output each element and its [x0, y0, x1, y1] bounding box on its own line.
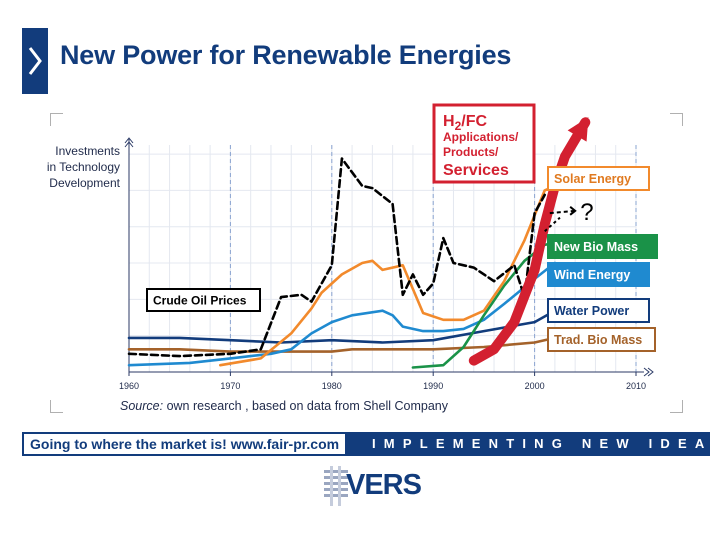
label-h2fc-box	[432, 103, 536, 184]
question-arrow-icon	[569, 206, 577, 216]
label-crude-oil-box	[146, 288, 261, 312]
label-h2fc-line: Products/	[443, 145, 499, 159]
source-note: Source: own research , based on data fro…	[120, 399, 448, 413]
corner-mark	[670, 400, 683, 413]
series-line-h2-fc-applications-products-services	[468, 117, 591, 366]
label-h2fc-title: H2/FC	[443, 113, 487, 133]
corner-mark	[50, 113, 63, 126]
footer-tagline: IMPLEMENTING NEW IDEAS	[372, 436, 720, 451]
x-tick-label: 2010	[626, 381, 646, 391]
label-h2fc-line: Applications/	[443, 130, 519, 144]
label-wind-energy-box	[547, 262, 650, 287]
logo-text: VERS	[346, 469, 422, 501]
label-new-bio-mass-box	[547, 234, 658, 259]
y-axis-label-line: in Technology	[46, 160, 120, 174]
label-water-power: Water Power	[554, 304, 629, 318]
label-h2fc-line: Services	[443, 162, 509, 179]
x-tick-label: 1980	[322, 381, 342, 391]
label-water-power-box	[547, 298, 650, 323]
h2-text: H	[443, 113, 455, 130]
corner-mark	[50, 400, 63, 413]
evers-logo: VERS	[312, 466, 422, 506]
y-axis-arrow-icon	[124, 137, 134, 144]
label-new-bio-mass: New Bio Mass	[554, 240, 638, 254]
logo-mark-icon	[324, 466, 348, 506]
x-axis-arrow-icon	[643, 367, 650, 377]
corner-mark	[670, 113, 683, 126]
fc-text: /FC	[461, 113, 487, 130]
label-trad-bio-mass: Trad. Bio Mass	[554, 333, 642, 347]
x-tick-label: 1970	[220, 381, 240, 391]
label-solar-energy: Solar Energy	[554, 172, 631, 186]
question-mark: ?	[580, 199, 593, 226]
source-text: own research , based on data from Shell …	[163, 399, 448, 413]
series-line-solar-energy	[219, 184, 557, 367]
x-tick-label: 1990	[423, 381, 443, 391]
header-chevron-icon	[22, 28, 48, 94]
x-axis-arrow-icon	[647, 367, 654, 377]
label-crude-oil: Crude Oil Prices	[153, 293, 247, 307]
footer-bar: Going to where the market is! www.fair-p…	[22, 432, 720, 456]
footer-slogan[interactable]: Going to where the market is! www.fair-p…	[24, 434, 346, 454]
y-axis-arrow-icon	[124, 141, 134, 148]
label-solar-energy-box	[547, 166, 650, 191]
label-trad-bio-mass-box	[547, 327, 656, 352]
y-axis-label: Investments in Technology Development	[10, 143, 120, 191]
y-axis-label-line: Investments	[55, 144, 120, 158]
question-arrow	[549, 209, 576, 215]
source-prefix: Source:	[120, 399, 164, 413]
h2-arrow-icon	[567, 117, 589, 142]
x-tick-label: 2000	[525, 381, 545, 391]
h2-subscript: 2	[455, 119, 462, 133]
series-line-crude-oil-prices	[127, 157, 546, 358]
page-title: New Power for Renewable Energies	[60, 40, 512, 70]
y-axis-label-line: Development	[49, 176, 120, 190]
x-tick-label: 1960	[119, 381, 139, 391]
label-wind-energy: Wind Energy	[554, 268, 630, 282]
